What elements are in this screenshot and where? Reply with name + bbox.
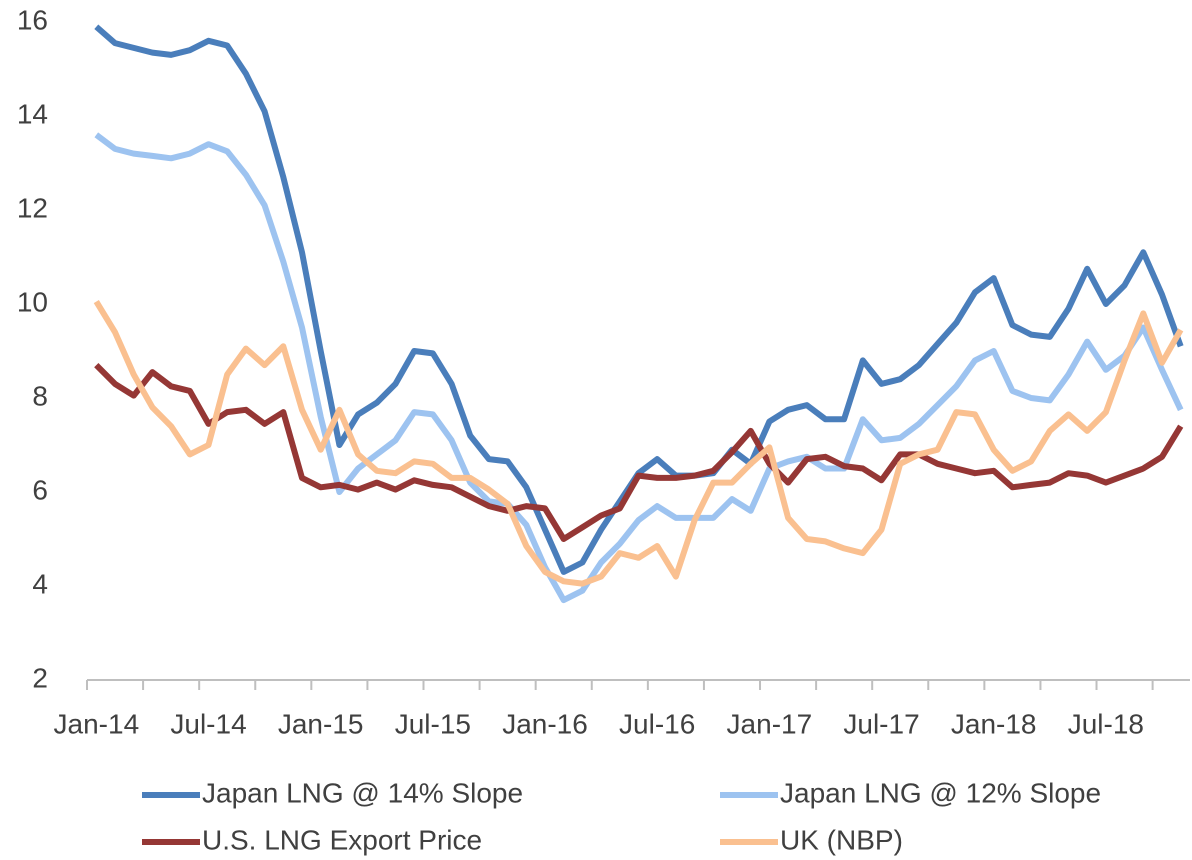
y-tick-label: 12 [17, 192, 48, 223]
series-line [94, 362, 1184, 542]
y-tick-label: 2 [32, 662, 48, 693]
y-tick-label: 14 [17, 98, 48, 129]
y-tick-label: 8 [32, 380, 48, 411]
series-line [93, 300, 1184, 587]
x-tick-label: Jan-14 [54, 708, 140, 739]
x-tick-label: Jul-17 [843, 708, 919, 739]
x-tick-label: Jan-18 [951, 708, 1037, 739]
legend-label: UK (NBP) [780, 824, 903, 855]
x-tick-label: Jan-17 [727, 708, 813, 739]
series-line [94, 132, 1184, 604]
x-tick-label: Jul-15 [395, 708, 471, 739]
series-line [94, 24, 1184, 575]
x-tick-label: Jan-15 [278, 708, 364, 739]
x-tick-label: Jan-16 [502, 708, 588, 739]
legend-label: Japan LNG @ 14% Slope [202, 777, 523, 808]
x-tick-label: Jul-14 [170, 708, 246, 739]
legend-label: U.S. LNG Export Price [202, 824, 482, 855]
x-tick-label: Jul-16 [619, 708, 695, 739]
y-tick-label: 10 [17, 286, 48, 317]
y-tick-label: 6 [32, 474, 48, 505]
x-tick-label: Jul-18 [1068, 708, 1144, 739]
legend-label: Japan LNG @ 12% Slope [780, 777, 1101, 808]
y-tick-label: 16 [17, 4, 48, 35]
y-tick-label: 4 [32, 568, 48, 599]
